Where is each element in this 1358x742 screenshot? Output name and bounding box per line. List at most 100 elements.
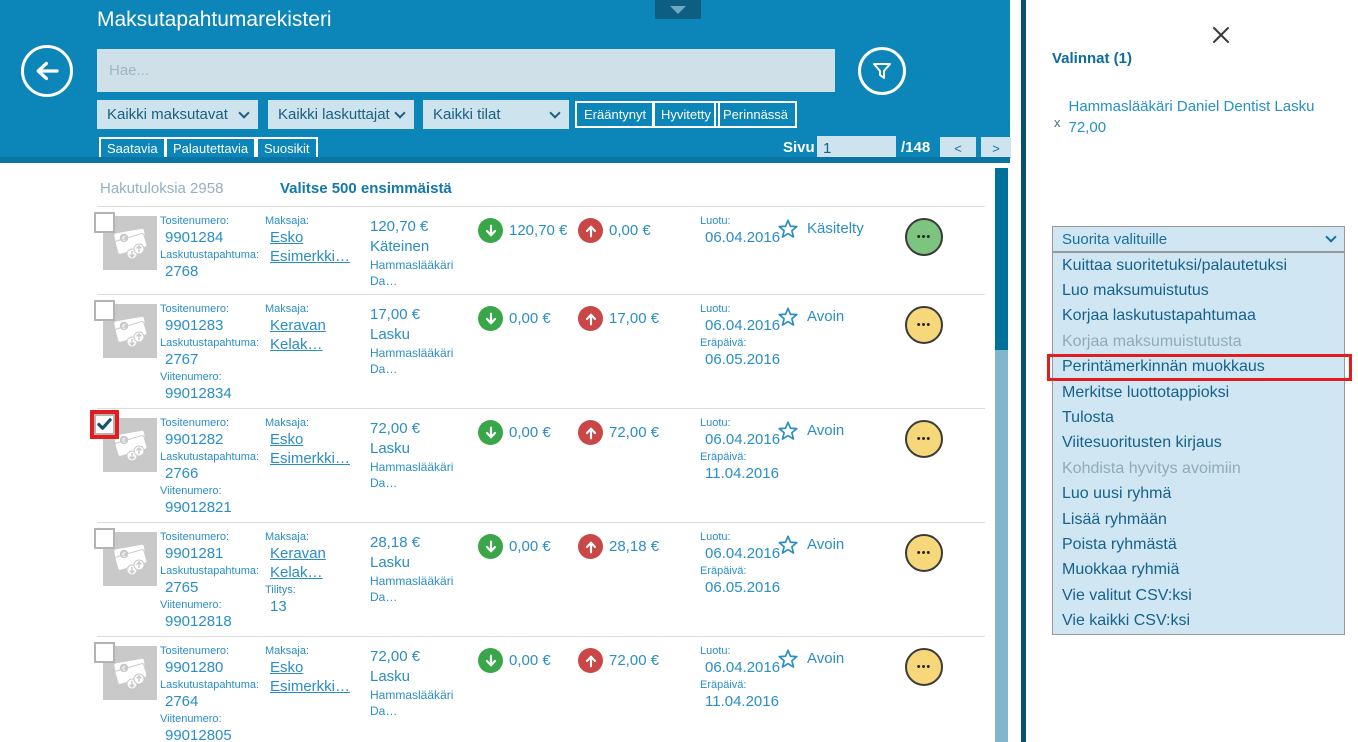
menu-item[interactable]: Luo uusi ryhmä (1062, 485, 1172, 503)
svg-text:€: € (122, 666, 126, 673)
statuses-dropdown[interactable]: Kaikki tilat (423, 100, 569, 129)
close-panel-button[interactable] (1210, 24, 1232, 46)
field-label: Laskutustapahtuma: (160, 565, 260, 577)
status-text: Avoin (807, 422, 845, 439)
field-label: Viitenumero: (160, 599, 222, 611)
payment-methods-dropdown[interactable]: Kaikki maksutavat (97, 100, 258, 129)
field-label: Luotu: (700, 645, 731, 657)
row-action-button[interactable] (905, 420, 943, 458)
field-value: 13 (270, 598, 287, 615)
star-icon[interactable] (777, 218, 799, 240)
payer-link[interactable]: Esko Esimerkki… (270, 431, 351, 467)
arrow-up-circle-icon (578, 648, 603, 673)
menu-item[interactable]: Vie valitut CSV:ksi (1062, 586, 1192, 604)
row-action-button[interactable] (905, 218, 943, 256)
back-button[interactable] (21, 45, 73, 97)
row-checkbox[interactable] (94, 642, 115, 663)
menu-item[interactable]: Lisää ryhmään (1062, 510, 1167, 528)
field-pair: Tositenumero: 9901281 (160, 529, 265, 563)
payment-type: Käteinen (370, 238, 430, 255)
field-label: Viitenumero: (160, 371, 222, 383)
row-dates: Luotu: 06.04.2016 Eräpäivä: 06.05.2016 (700, 301, 780, 403)
row-checkbox[interactable] (90, 410, 119, 439)
scrollbar-thumb[interactable] (995, 168, 1008, 350)
row-outgoing: 0,00 € (578, 218, 700, 289)
field-value: 99012834 (165, 385, 232, 402)
row-outgoing: 28,18 € (578, 534, 700, 631)
menu-item[interactable]: Poista ryhmästä (1062, 535, 1177, 553)
credited-filter-button[interactable]: Hyvitetty (652, 101, 720, 128)
row-payer: Maksaja: Esko Esimerkki… (265, 415, 370, 517)
overdue-filter-button[interactable]: Erääntynyt (575, 101, 656, 128)
star-icon[interactable] (777, 648, 799, 670)
menu-item[interactable]: Muokkaa ryhmiä (1062, 561, 1180, 579)
organization-name: Hammaslääkäri Da… (370, 688, 454, 718)
outgoing-amount: 72,00 € (609, 424, 660, 441)
organization-name: Hammaslääkäri Da… (370, 460, 454, 490)
menu-item[interactable]: Luo maksumuistutus (1062, 282, 1209, 300)
payer-link[interactable]: Keravan Kelak… (270, 317, 326, 353)
field-pair: Tilitys: 13 (265, 582, 370, 616)
select-first-500-button[interactable]: Valitse 500 ensimmäistä (280, 180, 452, 197)
field-pair: Maksaja: Esko Esimerkki… (265, 415, 370, 468)
row-action-button[interactable] (905, 306, 943, 344)
row-status: Avoin (777, 534, 905, 631)
filter-button[interactable] (858, 47, 906, 95)
field-value: 2764 (165, 693, 199, 710)
selections-panel: Valinnat (1) x Hammaslääkäri Daniel Dent… (1026, 0, 1358, 742)
row-action-button[interactable] (905, 648, 943, 686)
menu-item[interactable]: Vie kaikki CSV:ksi (1062, 612, 1191, 630)
table-row: € Tositenumero: 9901282 Laskutustapahtum… (90, 408, 985, 522)
payer-link[interactable]: Esko Esimerkki… (270, 659, 351, 695)
billers-dropdown[interactable]: Kaikki laskuttajat (268, 100, 414, 129)
field-label: Tositenumero: (160, 645, 230, 657)
row-checkbox[interactable] (94, 212, 115, 233)
row-checkbox[interactable] (94, 300, 115, 321)
row-identifiers: Tositenumero: 9901280 Laskutustapahtuma:… (160, 643, 265, 742)
table-row: € Tositenumero: 9901281 Laskutustapahtum… (94, 522, 985, 636)
row-dates: Luotu: 06.04.2016 Eräpäivä: 06.05.2016 (700, 529, 780, 631)
star-icon[interactable] (777, 534, 799, 556)
execute-for-selected-dropdown[interactable]: Suorita valituille (1052, 226, 1345, 252)
field-label: Luotu: (700, 417, 731, 429)
field-label: Laskutustapahtuma: (160, 249, 260, 261)
field-label: Tositenumero: (160, 417, 230, 429)
field-pair: Tositenumero: 9901284 (160, 213, 265, 247)
row-checkbox[interactable] (94, 528, 115, 549)
row-status: Avoin (777, 420, 905, 517)
svg-text:€: € (122, 324, 126, 331)
field-pair: Maksaja: Keravan Kelak… (265, 301, 370, 354)
menu-item[interactable]: Kuittaa suoritetuksi/palautetuksi (1062, 256, 1288, 274)
menu-item[interactable]: Tulosta (1062, 409, 1114, 427)
payer-link[interactable]: Esko Esimerkki… (270, 229, 351, 265)
row-status: Avoin (777, 648, 905, 742)
selections-title: Valinnat (1) (1052, 50, 1133, 67)
menu-item[interactable]: Merkitse luottotappioksi (1062, 383, 1230, 401)
status-text: Avoin (807, 536, 845, 553)
next-page-button[interactable]: > (981, 137, 1011, 159)
row-incoming: 120,70 € (478, 218, 578, 289)
remove-selection-button[interactable]: x (1054, 114, 1061, 130)
in-collection-filter-button[interactable]: Perinnässä (714, 101, 798, 128)
banknote-icon: € (114, 658, 148, 690)
arrow-down-circle-icon (478, 534, 503, 559)
field-pair: Viitenumero: 99012834 (160, 369, 265, 403)
page-number-input[interactable] (817, 136, 896, 160)
row-action-button[interactable] (905, 534, 943, 572)
incoming-amount: 0,00 € (509, 424, 551, 441)
collapse-header-tab[interactable] (655, 0, 701, 19)
payer-link[interactable]: Keravan Kelak… (270, 545, 326, 581)
field-pair: Luotu: 06.04.2016 (700, 213, 780, 247)
menu-item[interactable]: Viitesuoritusten kirjaus (1062, 434, 1222, 452)
field-label: Eräpäivä: (700, 679, 747, 691)
row-identifiers: Tositenumero: 9901281 Laskutustapahtuma:… (160, 529, 265, 631)
menu-item[interactable]: Korjaa laskutustapahtumaa (1062, 307, 1256, 325)
menu-item-highlighted[interactable]: Perintämerkinnän muokkaus (1047, 353, 1352, 382)
close-icon (1213, 27, 1229, 43)
scrollbar-track[interactable] (995, 168, 1008, 742)
search-input[interactable] (97, 49, 835, 92)
star-icon[interactable] (777, 306, 799, 328)
star-icon[interactable] (777, 420, 799, 442)
previous-page-button[interactable]: < (940, 137, 976, 159)
